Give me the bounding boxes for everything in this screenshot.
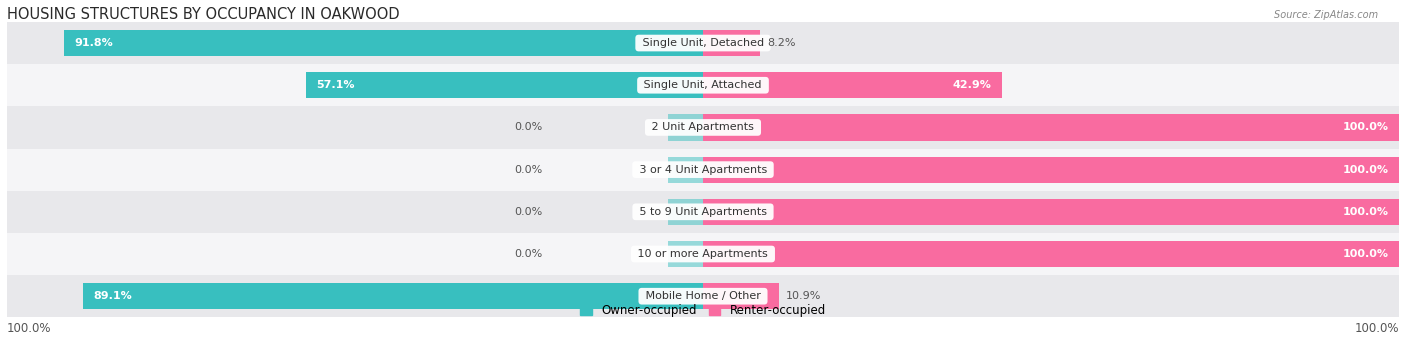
Bar [703,114,1399,140]
Bar [65,30,703,56]
Bar [703,241,1399,267]
Text: 0.0%: 0.0% [515,122,543,132]
Bar [703,283,779,309]
Text: 91.8%: 91.8% [75,38,114,48]
Bar [7,149,1399,191]
Text: 2 Unit Apartments: 2 Unit Apartments [648,122,758,132]
Text: 3 or 4 Unit Apartments: 3 or 4 Unit Apartments [636,165,770,175]
Text: 0.0%: 0.0% [515,249,543,259]
Bar [7,22,1399,64]
Bar [668,241,703,267]
Bar [7,64,1399,106]
Text: HOUSING STRUCTURES BY OCCUPANCY IN OAKWOOD: HOUSING STRUCTURES BY OCCUPANCY IN OAKWO… [7,7,399,22]
Bar [703,30,761,56]
Bar [83,283,703,309]
Text: 0.0%: 0.0% [515,207,543,217]
Text: 100.0%: 100.0% [1343,122,1389,132]
Bar [703,157,1399,183]
Bar [305,72,703,98]
Text: 5 to 9 Unit Apartments: 5 to 9 Unit Apartments [636,207,770,217]
Text: Source: ZipAtlas.com: Source: ZipAtlas.com [1274,10,1378,20]
Text: Mobile Home / Other: Mobile Home / Other [641,291,765,301]
Text: 100.0%: 100.0% [1343,165,1389,175]
Text: 100.0%: 100.0% [1343,207,1389,217]
Text: Single Unit, Attached: Single Unit, Attached [641,80,765,90]
Text: 0.0%: 0.0% [515,165,543,175]
Bar [668,199,703,225]
Bar [668,157,703,183]
Text: 100.0%: 100.0% [1343,249,1389,259]
Bar [703,72,1001,98]
Text: 100.0%: 100.0% [1354,322,1399,335]
Bar [668,114,703,140]
Text: 42.9%: 42.9% [952,80,991,90]
Bar [7,233,1399,275]
Legend: Owner-occupied, Renter-occupied: Owner-occupied, Renter-occupied [579,304,827,317]
Text: Single Unit, Detached: Single Unit, Detached [638,38,768,48]
Text: 57.1%: 57.1% [316,80,354,90]
Text: 100.0%: 100.0% [7,322,52,335]
Text: 89.1%: 89.1% [93,291,132,301]
Text: 10 or more Apartments: 10 or more Apartments [634,249,772,259]
Bar [703,199,1399,225]
Text: 10.9%: 10.9% [786,291,821,301]
Bar [7,191,1399,233]
Text: 8.2%: 8.2% [768,38,796,48]
Bar [7,275,1399,317]
Bar [7,106,1399,149]
